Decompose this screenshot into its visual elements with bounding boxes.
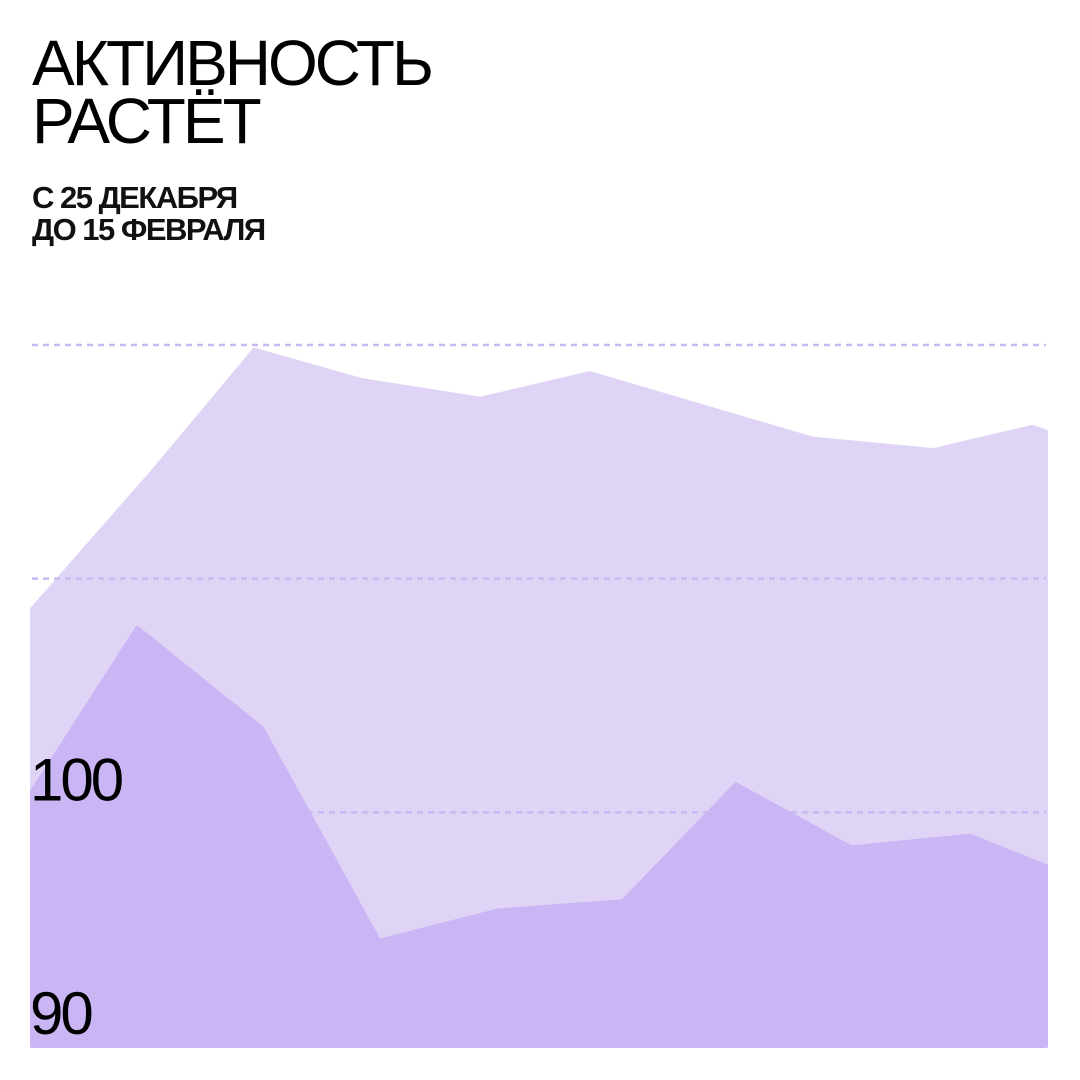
- chart-title: АКТИВНОСТЬ: [32, 27, 431, 99]
- area: [30, 625, 1048, 1048]
- axis-labels: 90 100: [30, 746, 126, 1047]
- chart-subtitle: С 25 ДЕКАБРЯ: [32, 180, 237, 215]
- y-tick-label: 100: [30, 746, 123, 813]
- y-tick-label: 90: [30, 980, 92, 1047]
- chart-subtitle: ДО 15 ФЕВРАЛЯ: [32, 212, 265, 247]
- grid: [32, 343, 1046, 1048]
- plot-area: [30, 347, 1048, 1048]
- chart-title: РАСТЁТ: [32, 85, 261, 157]
